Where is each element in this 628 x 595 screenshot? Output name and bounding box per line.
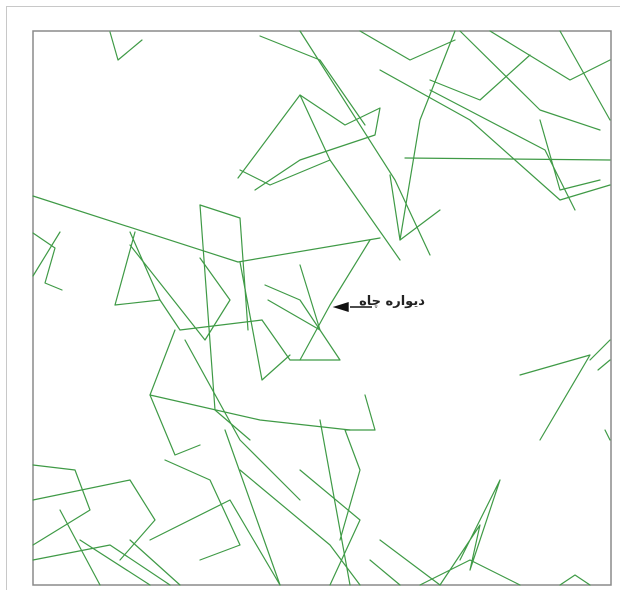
fracture-line <box>184 339 301 501</box>
fracture-line <box>439 479 501 586</box>
fracture-line <box>559 574 591 586</box>
fracture-line <box>261 284 341 361</box>
fracture-line <box>79 539 151 586</box>
fracture-line <box>459 30 601 131</box>
fracture-line <box>369 559 401 586</box>
fracture-line <box>597 359 611 371</box>
well-wall-label: دیواره چاه <box>359 294 425 309</box>
fracture-line <box>114 231 161 306</box>
fracture-line <box>389 174 441 241</box>
fracture-line <box>149 499 281 586</box>
fracture-line <box>319 419 351 586</box>
fracture-line <box>339 394 376 541</box>
fracture-line <box>239 469 361 586</box>
fracture-line <box>399 30 456 241</box>
fracture-line <box>259 35 366 126</box>
fracture-line <box>164 459 241 561</box>
fracture-line <box>299 30 431 256</box>
fracture-line <box>429 54 531 101</box>
fracture-line <box>129 539 181 586</box>
fracture-line <box>604 429 611 441</box>
annotation-arrow <box>332 302 372 312</box>
fracture-line <box>299 94 401 261</box>
fracture-line <box>539 119 601 191</box>
fracture-line <box>404 157 611 161</box>
fracture-line <box>59 509 101 586</box>
fracture-line <box>429 89 576 211</box>
plot-border <box>32 30 612 586</box>
fracture-line <box>129 244 231 341</box>
fracture-line <box>379 69 611 201</box>
fracture-line <box>519 354 591 441</box>
fracture-line <box>239 261 291 381</box>
fracture-line <box>32 464 91 546</box>
outer-frame <box>6 6 620 590</box>
fracture-line <box>359 30 456 61</box>
fracture-line <box>489 30 611 81</box>
fracture-line <box>299 239 371 361</box>
fracture-line <box>32 232 63 291</box>
fracture-line <box>299 469 361 586</box>
fracture-line <box>32 231 61 277</box>
fracture-lines <box>32 30 611 586</box>
fracture-line <box>149 394 351 431</box>
fracture-line <box>419 559 521 586</box>
fracture-line <box>32 544 171 586</box>
fracture-line <box>149 329 201 456</box>
fracture-line <box>239 159 331 186</box>
fracture-line <box>267 264 321 331</box>
fracture-line <box>237 94 381 191</box>
fracture-line <box>32 479 156 561</box>
fracture-line <box>159 299 263 331</box>
fracture-line <box>379 539 441 586</box>
fracture-line <box>109 31 143 61</box>
fracture-line <box>224 429 281 586</box>
fracture-line <box>559 30 611 121</box>
fracture-line <box>32 195 381 263</box>
fracture-line <box>589 339 611 361</box>
